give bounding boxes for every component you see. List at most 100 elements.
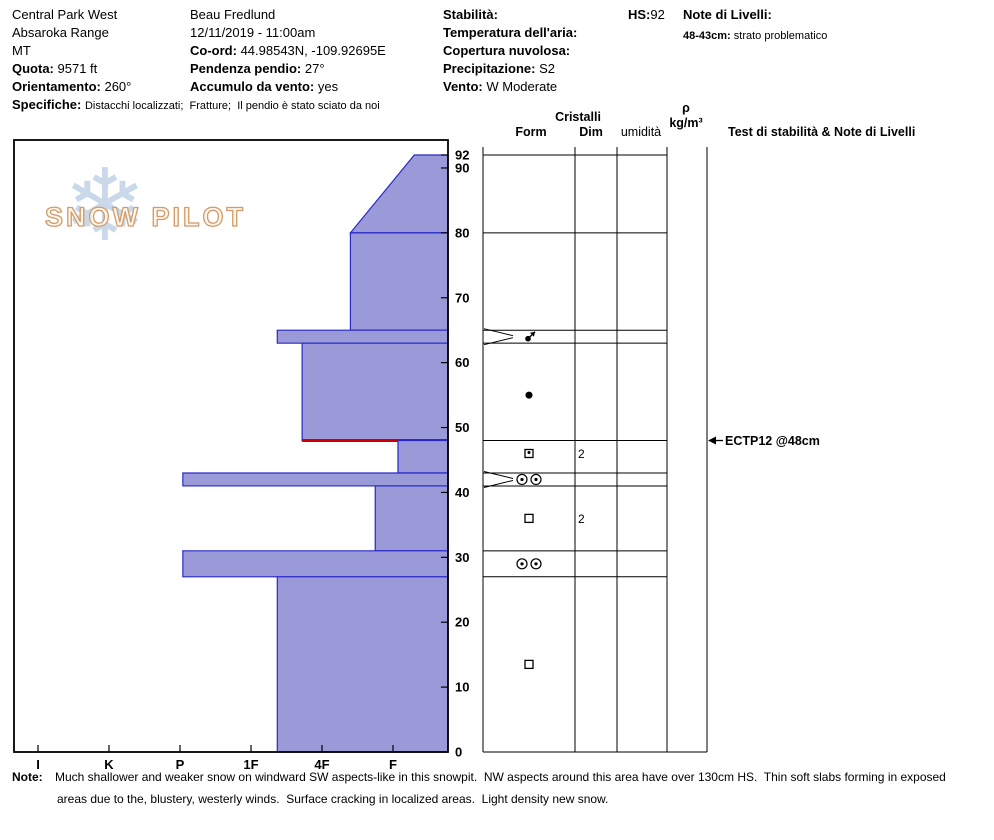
header-conditions-col: Stabilità: Temperatura dell'aria: Copert… — [443, 6, 577, 96]
test-result-label: ECTP12 @48cm — [725, 434, 820, 448]
thin-layer-pointer — [483, 470, 514, 479]
snowflake-icon: ❄ — [63, 150, 147, 262]
snowpilot-logo: ❄ SNOW PILOT — [44, 156, 275, 283]
hardness-tick-label: I — [36, 757, 40, 772]
specs-label: Specifiche: — [12, 97, 82, 112]
col-header-form: Form — [515, 125, 546, 139]
grain-symbol-square-dot — [527, 451, 531, 454]
specs-value: Distacchi localizzati; Fratture; Il pend… — [84, 100, 380, 112]
aspect-row: Orientamento: 260° — [12, 78, 380, 96]
hardness-tick-label: 4F — [314, 757, 329, 772]
coords-row: Co-ord: 44.98543N, -109.92695E — [190, 42, 386, 60]
depth-tick-label: 60 — [455, 355, 469, 370]
grain-symbol-circle — [530, 558, 542, 570]
precipitation-value: S2 — [539, 61, 555, 76]
layer-note-text: strato problematico — [733, 30, 828, 42]
hs-label: HS: — [628, 7, 651, 22]
elevation-row: Quota: 9571 ft — [12, 60, 380, 78]
observer-name: Beau Fredlund — [190, 7, 276, 22]
hardness-tick-label: K — [104, 757, 114, 772]
grain-symbol-square-with-dot — [524, 448, 534, 459]
chart-border — [13, 139, 449, 753]
aspect-value: 260° — [104, 79, 132, 94]
precipitation-label: Precipitazione: — [443, 61, 536, 76]
depth-tick-label: 0 — [455, 745, 462, 760]
logo-text: SNOW PILOT — [44, 201, 246, 232]
snow-layer — [182, 472, 449, 487]
col-header-rho: ρ — [682, 101, 690, 115]
wind-loading-value: yes — [317, 79, 339, 94]
footer-note-line1: Much shallower and weaker snow on windwa… — [55, 770, 946, 784]
hs-row: HS:92 — [628, 6, 665, 24]
grain-symbol-circle — [516, 558, 528, 570]
grain-symbol-circle-dot — [534, 477, 538, 482]
hardness-tick-label: P — [176, 757, 185, 772]
wind-loading-row: Accumulo da vento: yes — [190, 78, 386, 96]
snow-layer — [397, 439, 449, 474]
stability-row: Stabilità: — [443, 6, 577, 24]
grain-symbol-circle — [516, 473, 528, 486]
grain-symbol-open-square — [524, 513, 534, 524]
depth-tick-label: 40 — [455, 485, 469, 500]
snow-layer — [349, 232, 449, 331]
depth-tick-label: 92 — [455, 148, 469, 163]
coords-value: 44.98543N, -109.92695E — [240, 43, 386, 58]
observation-datetime: 12/11/2019 - 11:00am — [190, 25, 316, 40]
air-temp-label: Temperatura dell'aria: — [443, 25, 578, 40]
hardness-tick-label: 1F — [243, 757, 258, 772]
layer-notes-label: Note di Livelli: — [683, 7, 772, 22]
snow-layer — [276, 329, 449, 344]
state-name: MT — [12, 43, 31, 58]
thin-layer-pointer — [483, 479, 514, 488]
footer-note-label: Note: — [12, 770, 43, 784]
site-name: Central Park West — [12, 7, 118, 22]
header-observation-col: Beau Fredlund 12/11/2019 - 11:00am Co-or… — [190, 6, 386, 96]
depth-tick-label: 10 — [455, 680, 469, 695]
grain-symbol-circle-dot — [520, 477, 524, 482]
elevation-label: Quota: — [12, 61, 54, 76]
grain-symbol-circle-dot — [534, 562, 538, 566]
depth-tick-label: 30 — [455, 550, 469, 565]
grain-symbol-circle — [530, 473, 542, 486]
depth-tick-label: 20 — [455, 615, 469, 630]
aspect-label: Orientamento: — [12, 79, 101, 94]
col-header-cristalli: Cristalli — [555, 110, 601, 124]
snow-layer — [276, 576, 449, 753]
thin-layer-pointer — [483, 337, 514, 346]
slope-label: Pendenza pendio: — [190, 61, 302, 76]
col-header-rho-units: kg/m³ — [669, 116, 702, 130]
air-temp-row: Temperatura dell'aria: — [443, 24, 577, 42]
col-header-dim: Dim — [579, 125, 603, 139]
stability-label: Stabilità: — [443, 7, 498, 22]
hs-value: 92 — [650, 7, 665, 22]
grain-symbol-filled-circle — [525, 391, 533, 399]
thin-layer-pointer — [483, 328, 514, 337]
header-location-col: Central Park West Absaroka Range MT Quot… — [12, 6, 380, 115]
snow-layer — [349, 154, 449, 234]
slope-value: 27° — [304, 61, 325, 76]
specs-row: Specifiche: Distacchi localizzati; Fratt… — [12, 96, 380, 115]
cloud-cover-row: Copertura nuvolosa: — [443, 42, 577, 60]
hardness-tick-label: F — [389, 757, 397, 772]
elevation-value: 9571 ft — [57, 61, 98, 76]
snow-layer — [301, 342, 449, 442]
depth-tick-label: 90 — [455, 160, 469, 175]
depth-tick-label: 50 — [455, 420, 469, 435]
layer-note-depth: 48-43cm: — [683, 30, 731, 42]
grain-dim-value: 2 — [578, 512, 585, 526]
wind-loading-label: Accumulo da vento: — [190, 79, 315, 94]
header-layer-notes-col: Note di Livelli: 48-43cm: strato problem… — [683, 6, 827, 45]
coords-label: Co-ord: — [190, 43, 237, 58]
col-header-umidita: umidità — [621, 125, 661, 139]
col-header-tests: Test di stabilità & Note di Livelli — [728, 125, 915, 139]
grain-symbol-open-square — [524, 659, 534, 670]
header-hs-col: HS:92 — [628, 6, 665, 24]
wind-value: W Moderate — [486, 79, 558, 94]
wind-label: Vento: — [443, 79, 483, 94]
range-name: Absaroka Range — [12, 25, 109, 40]
snow-layer — [374, 485, 449, 552]
wind-row: Vento: W Moderate — [443, 78, 577, 96]
layer-note-entry: 48-43cm: strato problematico — [683, 27, 827, 45]
